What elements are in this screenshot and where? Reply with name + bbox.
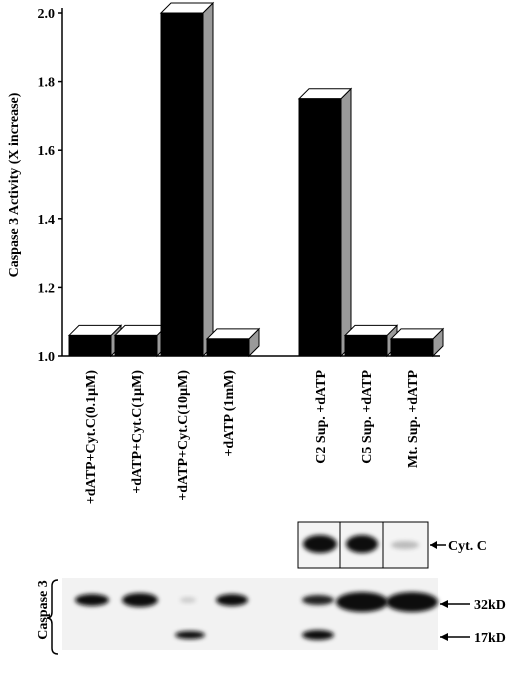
y-tick-label: 1.0	[38, 350, 56, 365]
blot-label: Caspase 3	[36, 580, 51, 640]
bar	[114, 334, 158, 357]
bar	[68, 334, 112, 357]
bar-top	[343, 324, 399, 336]
bar	[206, 338, 250, 357]
x-tick-label: +dATP+Cyt.C(1µM)	[130, 370, 145, 494]
bar-top	[389, 328, 445, 340]
x-tick-label: Mt. Sup. +dATP	[406, 370, 421, 468]
y-tick-label: 1.8	[38, 76, 56, 91]
bar-side	[202, 1, 214, 358]
x-tick-label: +dATP+Cyt.C(0.1µM)	[84, 370, 99, 505]
y-tick-label: 1.4	[38, 213, 56, 228]
x-tick-label: +dATP (1mM)	[222, 370, 237, 457]
x-tick-label: C2 Sup. +dATP	[314, 370, 329, 464]
bar	[344, 334, 388, 357]
caspase-blot	[46, 578, 470, 655]
bar-top	[67, 324, 123, 336]
bar	[390, 338, 434, 357]
bar-top	[297, 88, 353, 100]
bar-top	[113, 324, 169, 336]
cyt-c-blot	[297, 521, 446, 569]
x-tick-label: C5 Sup. +dATP	[360, 370, 375, 464]
y-tick-label: 1.6	[38, 144, 56, 159]
y-tick-label: 2.0	[38, 7, 56, 22]
bar-top	[205, 328, 261, 340]
bar	[298, 98, 342, 357]
y-tick-label: 1.2	[38, 281, 56, 296]
blot-label: 32kD	[474, 598, 506, 613]
x-tick-label: +dATP+Cyt.C(10µM)	[176, 370, 191, 501]
blot-label: Cyt. C	[448, 539, 487, 554]
bar-top	[159, 2, 215, 14]
y-axis-label: Caspase 3 Activity (X increase)	[7, 92, 22, 277]
bar	[160, 12, 204, 357]
blot-label: 17kD	[474, 631, 506, 646]
bar-side	[340, 87, 352, 358]
